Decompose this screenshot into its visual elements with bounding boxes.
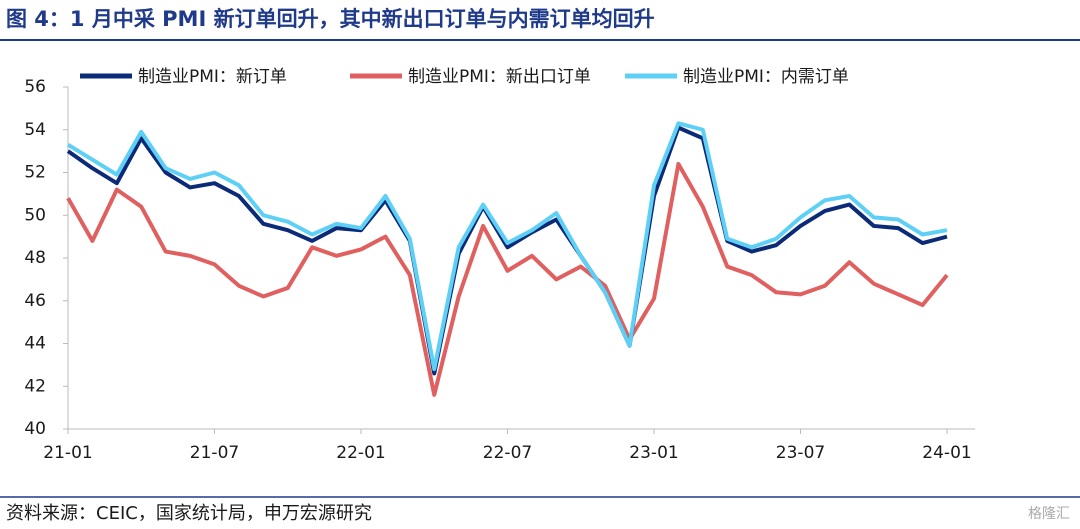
- y-tick-label: 54: [24, 120, 46, 140]
- x-tick-label: 21-07: [190, 443, 239, 463]
- legend-label: 制造业PMI：新订单: [138, 67, 287, 87]
- y-tick-label: 42: [24, 376, 46, 396]
- y-tick-label: 52: [24, 163, 46, 183]
- x-tick-label: 23-01: [629, 443, 678, 463]
- legend-label: 制造业PMI：新出口订单: [408, 67, 591, 87]
- watermark: 格隆汇: [1028, 506, 1070, 522]
- y-tick-label: 46: [24, 291, 46, 311]
- y-tick-label: 56: [24, 77, 46, 97]
- x-tick-label: 22-07: [483, 443, 532, 463]
- source-note: 资料来源：CEIC，国家统计局，申万宏源研究: [6, 503, 372, 524]
- series-line: [66, 125, 948, 376]
- x-tick-label: 24-01: [922, 443, 971, 463]
- x-tick-label: 21-01: [43, 443, 92, 463]
- legend-label: 制造业PMI：内需订单: [683, 67, 849, 87]
- y-tick-label: 50: [24, 205, 46, 225]
- x-tick-label: 22-01: [336, 443, 385, 463]
- y-tick-label: 48: [24, 248, 46, 268]
- y-tick-label: 44: [24, 334, 46, 354]
- x-tick-label: 23-07: [776, 443, 825, 463]
- series-line: [66, 161, 949, 397]
- series-line: [66, 121, 948, 372]
- y-tick-label: 40: [24, 419, 46, 439]
- chart-title: 图 4：1 月中采 PMI 新订单回升，其中新出口订单与内需订单均回升: [6, 7, 655, 31]
